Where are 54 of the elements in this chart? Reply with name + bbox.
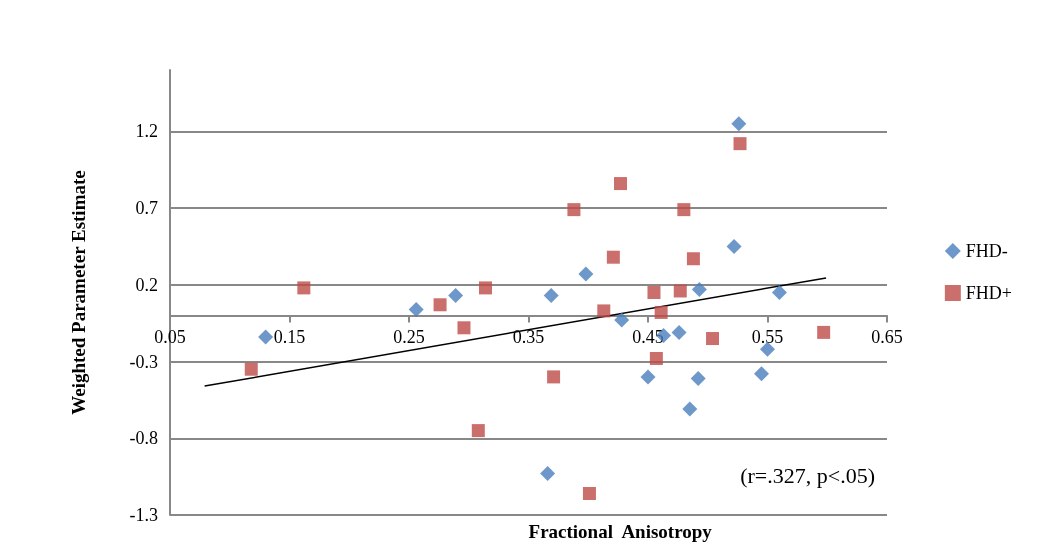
x-tick-label: 0.35 xyxy=(512,326,545,347)
x-tick-label: 0.25 xyxy=(393,326,425,347)
point xyxy=(649,351,663,365)
legend-label: FHD- xyxy=(965,241,1008,261)
point xyxy=(686,252,700,266)
point xyxy=(647,286,661,299)
point xyxy=(597,304,611,318)
y-tick-label: 0.2 xyxy=(135,274,158,295)
point xyxy=(690,370,706,386)
x-tick-label: 0.65 xyxy=(871,326,903,347)
y-tick-label: -0.3 xyxy=(129,351,158,372)
point xyxy=(258,329,274,345)
y-tick-label: 1.2 xyxy=(135,121,158,142)
point xyxy=(297,281,311,295)
point xyxy=(691,281,707,297)
point xyxy=(654,305,668,319)
y-axis-title: Weighted Parameter Estimate xyxy=(68,170,89,415)
point xyxy=(457,321,471,335)
point xyxy=(543,288,559,304)
point xyxy=(540,466,556,482)
point xyxy=(726,238,742,254)
point xyxy=(671,324,687,340)
point xyxy=(614,312,630,328)
point xyxy=(578,266,594,282)
point xyxy=(606,250,620,264)
y-tick-label: -1.3 xyxy=(129,505,158,525)
x-axis-title: Fractional Anisotropy xyxy=(528,521,713,542)
point xyxy=(547,370,561,384)
point xyxy=(567,203,581,217)
x-tick-label: 0.55 xyxy=(751,326,784,347)
annotation: (r=.327, p<.05) xyxy=(740,462,875,488)
point xyxy=(706,332,720,346)
point xyxy=(244,362,258,376)
point xyxy=(677,203,691,217)
x-tick-label: 0.15 xyxy=(273,326,306,347)
point xyxy=(771,285,787,300)
point xyxy=(754,366,770,382)
point xyxy=(673,284,687,298)
point xyxy=(682,401,698,417)
point xyxy=(640,369,656,385)
point xyxy=(582,487,596,501)
point xyxy=(478,281,492,295)
point xyxy=(408,301,424,317)
point xyxy=(733,137,747,151)
point xyxy=(817,325,831,339)
point xyxy=(471,424,485,438)
point xyxy=(433,298,447,312)
x-tick-label: 0.05 xyxy=(154,326,186,347)
point xyxy=(731,116,747,132)
y-tick-label: -0.8 xyxy=(129,428,158,449)
legend-label: FHD+ xyxy=(965,283,1013,303)
point xyxy=(448,288,464,304)
y-tick-label: 0.7 xyxy=(135,198,158,219)
point xyxy=(614,177,628,191)
